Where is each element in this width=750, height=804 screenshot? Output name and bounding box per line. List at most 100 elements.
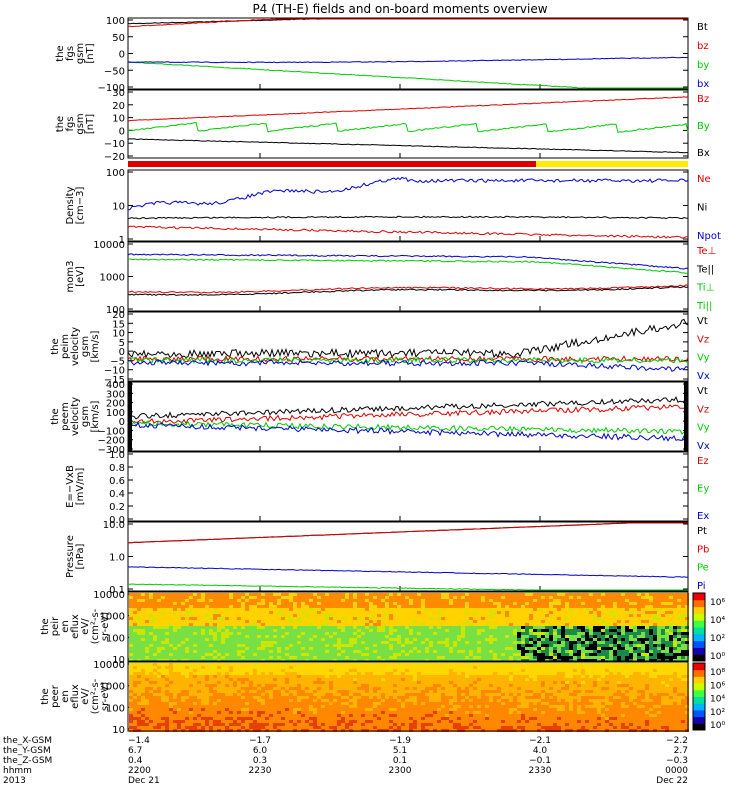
spectrogram-cell <box>181 726 185 729</box>
spectrogram-cell <box>509 635 513 638</box>
spectrogram-cell <box>429 656 433 659</box>
spectrogram-cell <box>217 699 221 702</box>
spectrogram-cell <box>213 611 217 614</box>
spectrogram-cell <box>241 678 245 681</box>
spectrogram-cell <box>253 687 257 690</box>
spectrogram-cell <box>209 705 213 708</box>
legend-ex: Ex <box>697 511 709 522</box>
spectrogram-cell <box>141 611 145 614</box>
spectrogram-cell <box>605 620 609 623</box>
spectrogram-cell <box>357 653 361 656</box>
spectrogram-cell <box>653 629 657 632</box>
spectrogram-cell <box>141 696 145 699</box>
spectrogram-cell <box>401 617 405 620</box>
spectrogram-cell <box>373 678 377 681</box>
spectrogram-cell <box>165 663 169 666</box>
spectrogram-cell <box>241 720 245 723</box>
spectrogram-cell <box>437 620 441 623</box>
spectrogram-cell <box>425 632 429 635</box>
spectrogram-cell <box>197 638 201 641</box>
spectrogram-cell <box>681 608 685 611</box>
spectrogram-cell <box>261 650 265 653</box>
spectrogram-cell <box>309 647 313 650</box>
spectrogram-cell <box>169 678 173 681</box>
spectrogram-cell <box>189 687 193 690</box>
spectrogram-cell <box>445 632 449 635</box>
spectrogram-cell <box>137 653 141 656</box>
spectrogram-cell <box>181 699 185 702</box>
spectrogram-cell <box>157 720 161 723</box>
spectrogram-cell <box>669 608 673 611</box>
spectrogram-cell <box>269 626 273 629</box>
spectrogram-cell <box>549 632 553 635</box>
spectrogram-cell <box>333 593 337 596</box>
spectrogram-cell <box>637 599 641 602</box>
spectrogram-cell <box>329 723 333 726</box>
spectrogram-cell <box>405 623 409 626</box>
spectrogram-cell <box>657 605 661 608</box>
spectrogram-cell <box>409 608 413 611</box>
spectrogram-cell <box>605 635 609 638</box>
spectrogram-cell <box>309 684 313 687</box>
spectrogram-cell <box>509 620 513 623</box>
spectrogram-cell <box>397 605 401 608</box>
spectrogram-cell <box>333 669 337 672</box>
spectrogram-cell <box>317 672 321 675</box>
spectrogram-cell <box>357 699 361 702</box>
spectrogram-cell <box>281 699 285 702</box>
spectrogram-cell <box>245 663 249 666</box>
spectrogram-cell <box>329 678 333 681</box>
spectrogram-cell <box>477 605 481 608</box>
spectrogram-cell <box>637 638 641 641</box>
spectrogram-cell <box>629 641 633 644</box>
spectrogram-cell <box>485 593 489 596</box>
spectrogram-cell <box>429 611 433 614</box>
spectrogram-cell <box>429 599 433 602</box>
spectrogram-cell <box>349 656 353 659</box>
spectrogram-cell <box>353 690 357 693</box>
status-bar-yellow <box>536 161 688 167</box>
spectrogram-cell <box>677 641 681 644</box>
spectrogram-cell <box>181 717 185 720</box>
spectrogram-cell <box>213 702 217 705</box>
spectrogram-cell <box>429 620 433 623</box>
spectrogram-cell <box>377 635 381 638</box>
spectrogram-cell <box>145 708 149 711</box>
spectrogram-cell <box>349 690 353 693</box>
spectrogram-cell <box>529 623 533 626</box>
spectrogram-cell <box>281 702 285 705</box>
spectrogram-cell <box>361 635 365 638</box>
spectrogram-cell <box>565 608 569 611</box>
spectrogram-cell <box>637 656 641 659</box>
spectrogram-cell <box>645 629 649 632</box>
spectrogram-cell <box>161 623 165 626</box>
spectrogram-cell <box>193 702 197 705</box>
spectrogram-cell <box>337 696 341 699</box>
spectrogram-cell <box>289 726 293 729</box>
spectrogram-cell <box>333 656 337 659</box>
spectrogram-cell <box>277 656 281 659</box>
spectrogram-cell <box>293 708 297 711</box>
spectrogram-cell <box>385 632 389 635</box>
spectrogram-cell <box>233 647 237 650</box>
spectrogram-cell <box>173 675 177 678</box>
spectrogram-cell <box>417 620 421 623</box>
spectrogram-cell <box>421 638 425 641</box>
spectrogram-cell <box>337 678 341 681</box>
spectrogram-cell <box>441 644 445 647</box>
spectrogram-cell <box>285 635 289 638</box>
spectrogram-cell <box>421 644 425 647</box>
spectrogram-cell <box>209 638 213 641</box>
spectrogram-cell <box>637 644 641 647</box>
spectrogram-cell <box>225 672 229 675</box>
spectrogram-cell <box>361 720 365 723</box>
spectrogram-cell <box>345 711 349 714</box>
spectrogram-cell <box>297 705 301 708</box>
spectrogram-cell <box>141 641 145 644</box>
spectrogram-cell <box>429 626 433 629</box>
spectrogram-cell <box>341 687 345 690</box>
spectrogram-cell <box>465 656 469 659</box>
spectrogram-cell <box>653 638 657 641</box>
spectrogram-cell <box>637 596 641 599</box>
spectrogram-cell <box>157 656 161 659</box>
